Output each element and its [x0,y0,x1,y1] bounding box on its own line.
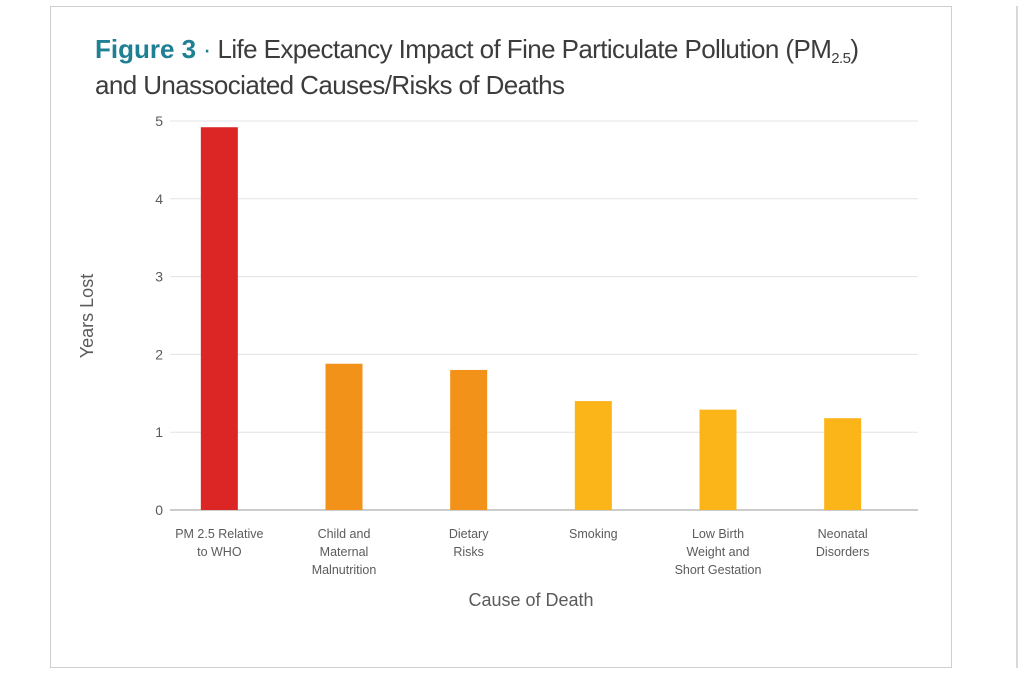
bar-4 [574,401,612,510]
bar-6 [824,418,862,510]
title-line-1: Figure 3 · Life Expectancy Impact of Fin… [95,31,935,67]
x-tick-label-3-line-1: Dietary [449,527,489,541]
y-tick-label-1: 1 [155,424,163,440]
bar-1 [200,127,238,510]
adjacent-panel-edge [1016,6,1018,668]
x-tick-label-5-line-2: Weight and [686,545,749,559]
x-tick-label-3-line-2: Risks [453,545,484,559]
y-tick-label-3: 3 [155,269,163,285]
bar-2 [325,363,363,510]
y-axis-title: Years Lost [77,274,97,358]
x-tick-label-2-line-3: Malnutrition [312,563,377,577]
y-tick-label-0: 0 [155,502,163,518]
x-tick-label-6-line-2: Disorders [816,545,870,559]
x-tick-label-2-line-2: Maternal [320,545,369,559]
y-tick-label-5: 5 [155,113,163,129]
figure-panel: Figure 3 · Life Expectancy Impact of Fin… [50,6,952,668]
title-line-2: and Unassociated Causes/Risks of Deaths [95,70,565,100]
x-tick-label-1-line-2: to WHO [197,545,242,559]
x-tick-label-5-line-3: Short Gestation [675,563,762,577]
title-separator: · [202,34,212,64]
x-tick-label-6-line-1: Neonatal [818,527,868,541]
x-tick-label-4-line-1: Smoking [569,527,618,541]
x-tick-label-5-line-1: Low Birth [692,527,744,541]
figure-label: Figure 3 [95,34,197,64]
x-tick-label-2-line-1: Child and [318,527,371,541]
title-subscript: 2.5 [831,50,851,67]
chart-title: Figure 3 · Life Expectancy Impact of Fin… [95,31,935,103]
title-text-1: Life Expectancy Impact of Fine Particula… [217,34,832,64]
x-tick-label-1-line-1: PM 2.5 Relative [175,527,263,541]
x-axis-title: Cause of Death [468,590,593,610]
bar-3 [450,369,488,510]
bar-5 [699,409,737,510]
title-close-paren: ) [850,34,859,64]
y-tick-label-4: 4 [155,191,163,207]
y-tick-label-2: 2 [155,346,163,362]
